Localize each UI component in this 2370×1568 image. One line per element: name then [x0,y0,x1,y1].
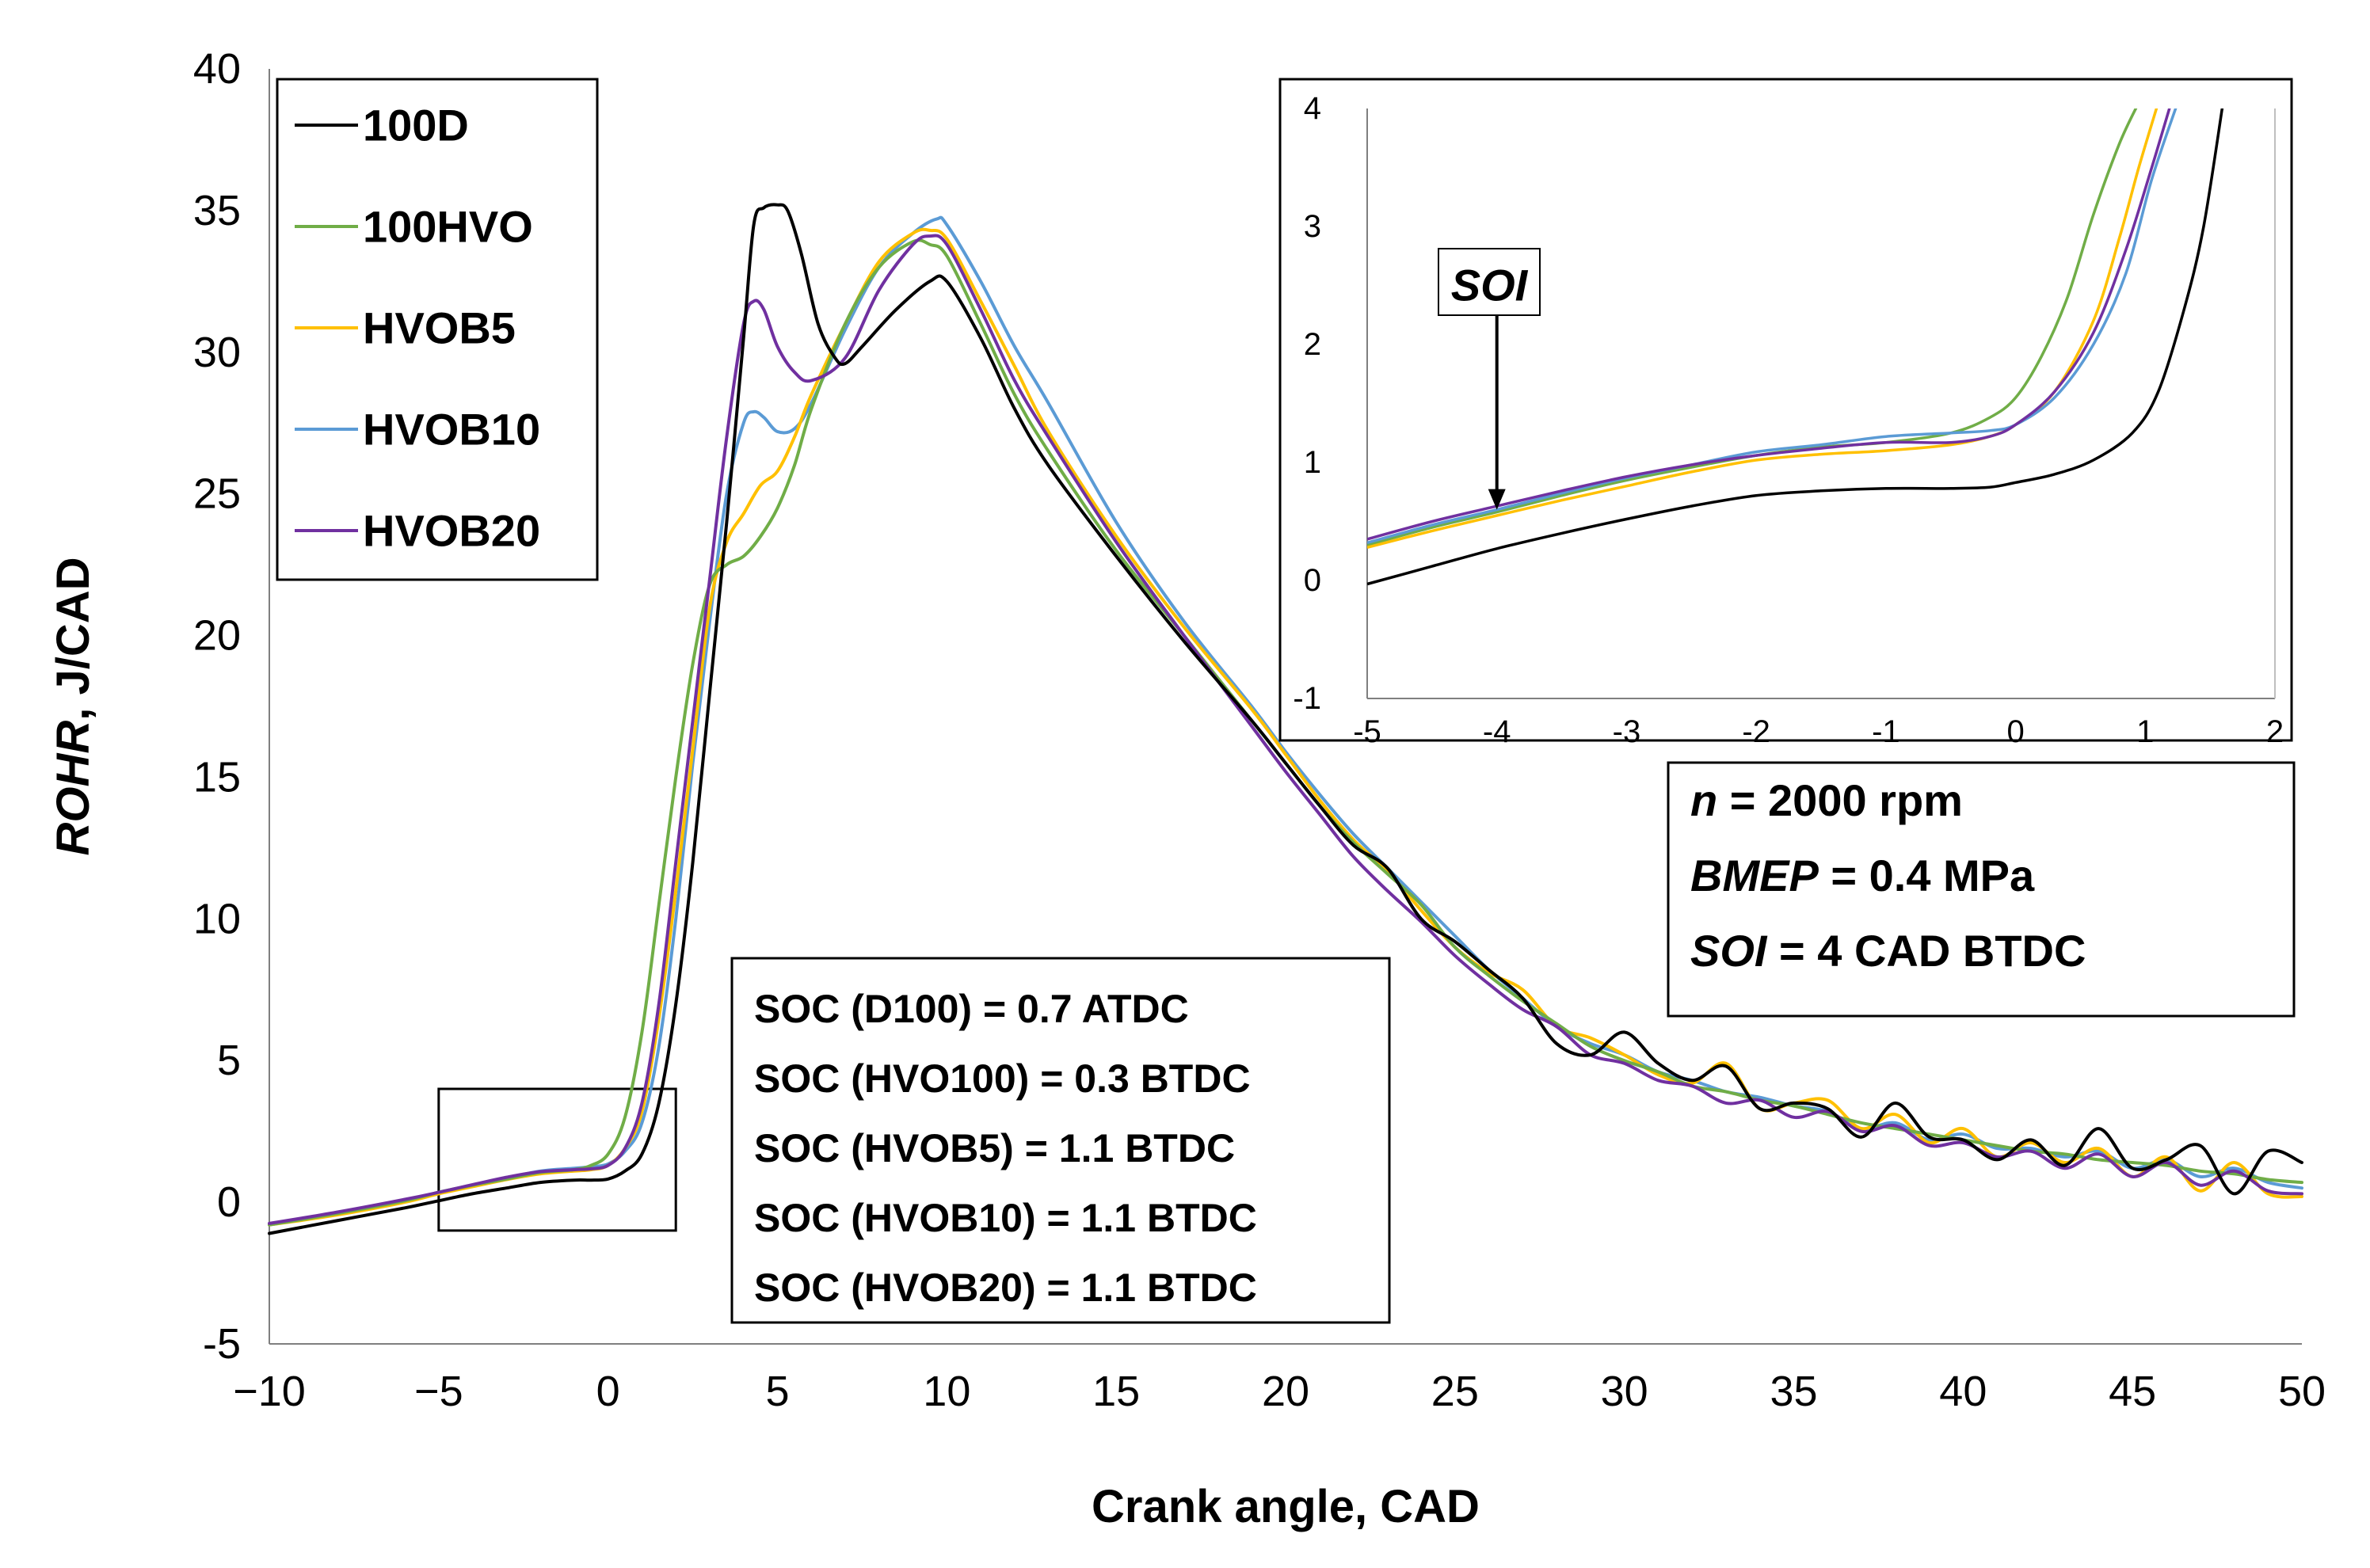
soc-line-hvob5: SOC (HVOB5) = 1.1 BTDC [754,1126,1235,1170]
inset-x-tick-label: -5 [1353,714,1381,749]
y-axis-title-italic: ROHR [48,721,99,856]
inset-series-line-hvob20 [1367,108,2171,541]
x-tick-label: 0 [596,1368,620,1415]
condition-bmep-symbol: BMEP [1690,851,1819,900]
y-tick-label: 20 [193,612,241,660]
y-tick-label: 0 [217,1178,241,1226]
x-tick-label: 20 [1262,1368,1309,1415]
inset-x-tick-label: -4 [1483,714,1511,749]
y-tick-label: 15 [193,753,241,801]
main-plot: −10 −5 0 5 10 15 20 25 30 35 40 45 50 -5051015202530… [193,45,2326,1415]
y-tick-label: 35 [193,187,241,234]
y-tick-label: 40 [193,45,241,93]
soi-annotation: SOI [1438,248,1541,510]
condition-speed-value: = 2000 rpm [1717,775,1963,825]
conditions-frame [1667,761,2296,1018]
x-tick-label: −5 [414,1368,463,1415]
inset-series-lines [1367,108,2224,586]
legend-label-hvob5: HVOB5 [363,303,516,353]
inset-y-tick-label: 1 [1304,445,1321,480]
soc-line-hvob10: SOC (HVOB10) = 1.1 BTDC [754,1196,1257,1240]
series-line-100d [268,203,2303,1235]
y-tick-label: 25 [193,470,241,518]
y-tick-label: 10 [193,895,241,942]
legend-label-100hvo: 100HVO [363,202,533,252]
zoom-box-rect [437,1087,677,1232]
soi-label-box [1438,248,1541,316]
condition-bmep: BMEP = 0.4 MPa [1690,851,2035,900]
inset-frame [1278,78,2293,742]
condition-bmep-value: = 0.4 MPa [1819,851,2035,900]
x-tick-label: 40 [1939,1368,1987,1415]
series-line-hvob10 [268,215,2303,1227]
soc-line-100hvo: SOC (HVO100) = 0.3 BTDC [754,1056,1251,1101]
y-axis-title-units: , J/CAD [48,557,99,720]
x-tick-label: 50 [2278,1368,2326,1415]
soc-line-100d: SOC (D100) = 0.7 ATDC [754,987,1189,1031]
zoom-region-box [437,1087,677,1232]
legend-label-hvob20: HVOB20 [363,506,540,556]
inset-plot: -5 -4 -3 -2 -1 0 1 2 -1 0 1 2 3 4 SOI [1278,78,2293,749]
x-tick-label: 45 [2109,1368,2156,1415]
soc-line-hvob20: SOC (HVOB20) = 1.1 BTDC [754,1265,1257,1310]
y-tick-labels: -5 0 5 10 15 20 25 30 35 40 [193,45,241,1368]
inset-series-line-100d [1367,108,2224,586]
soi-label: SOI [1451,261,1529,310]
series-lines [268,203,2303,1235]
y-tick-label: 5 [217,1037,241,1084]
inset-x-tick-label: -3 [1613,714,1641,749]
inset-x-tick-label: 1 [2136,714,2154,749]
legend-label-100d: 100D [363,101,469,150]
condition-speed: n = 2000 rpm [1690,775,1963,825]
inset-y-tick-labels: -1 0 1 2 3 4 [1293,91,1321,716]
legend-items: 100D 100HVO HVOB5 HVOB10 HVOB20 [295,101,540,556]
soi-arrow-head [1488,489,1506,510]
x-tick-label: 25 [1431,1368,1479,1415]
inset-x-tick-labels: -5 -4 -3 -2 -1 0 1 2 [1353,714,2284,749]
soc-frame [730,957,1391,1324]
inset-series-line-hvob10 [1367,108,2178,544]
legend: 100D 100HVO HVOB5 HVOB10 HVOB20 [276,78,599,581]
series-line-hvob20 [268,234,2303,1225]
condition-speed-symbol: n [1690,775,1717,825]
inset-x-tick-label: 2 [2266,714,2284,749]
series-line-hvob5 [268,227,2303,1227]
inset-y-tick-label: 0 [1304,563,1321,598]
condition-soi-symbol: SOI [1690,926,1768,976]
inset-series-line-hvob5 [1367,108,2159,549]
condition-soi-value: = 4 CAD BTDC [1766,926,2086,976]
inset-x-tick-label: 0 [2006,714,2024,749]
inset-y-tick-label: 3 [1304,209,1321,244]
inset-y-tick-label: 2 [1304,327,1321,362]
conditions-box: n = 2000 rpm BMEP = 0.4 MPa SOI = 4 CAD … [1667,761,2296,1018]
legend-label-hvob10: HVOB10 [363,405,540,455]
inset-x-tick-label: -1 [1872,714,1900,749]
inset-y-tick-label: -1 [1293,681,1321,716]
soc-box: SOC (D100) = 0.7 ATDC SOC (HVO100) = 0.3… [730,957,1391,1324]
y-axis-title: ROHR, J/CAD [48,557,99,855]
x-axis-title: Crank angle, CAD [1092,1481,1480,1532]
x-tick-label: 5 [765,1368,789,1415]
x-tick-label: 35 [1770,1368,1817,1415]
condition-soi: SOI = 4 CAD BTDC [1690,926,2086,976]
series-line-100hvo [268,238,2303,1227]
y-tick-label: -5 [203,1320,241,1368]
x-tick-label: 15 [1092,1368,1140,1415]
inset-x-tick-label: -2 [1742,714,1770,749]
y-tick-label: 30 [193,329,241,376]
x-tick-label: −10 [233,1368,306,1415]
inset-y-tick-label: 4 [1304,91,1321,126]
x-tick-labels: −10 −5 0 5 10 15 20 25 30 35 40 45 50 [233,1368,2326,1415]
x-tick-label: 30 [1601,1368,1648,1415]
x-tick-label: 10 [923,1368,970,1415]
